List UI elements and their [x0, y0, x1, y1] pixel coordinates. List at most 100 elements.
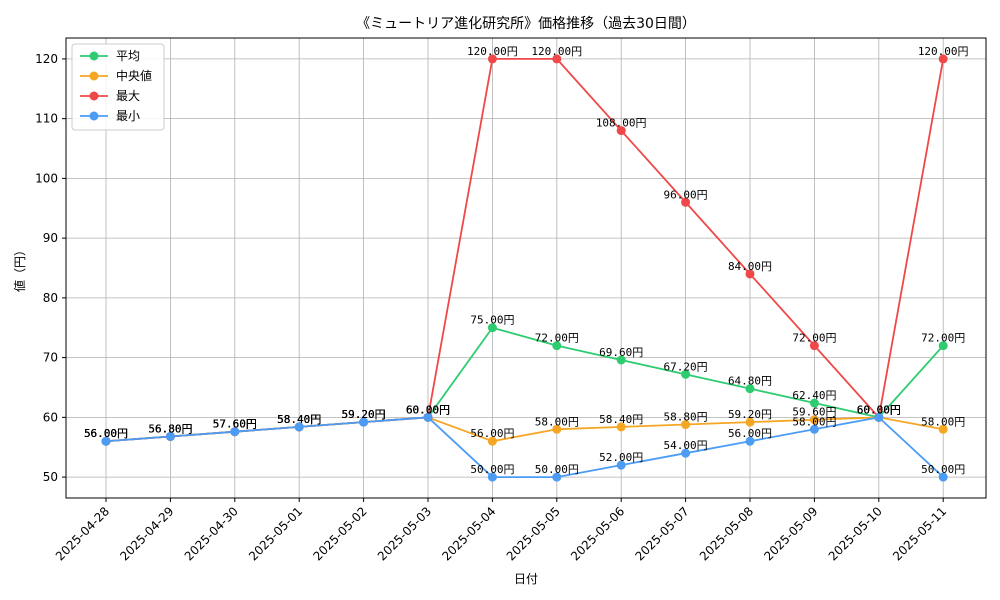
data-point	[681, 420, 691, 430]
data-label: 57.60円	[213, 418, 257, 431]
data-label: 59.20円	[342, 408, 386, 421]
legend-marker	[89, 91, 99, 101]
series-最大	[101, 54, 948, 446]
chart-title: 《ミュートリア進化研究所》価格推移（過去30日間）	[356, 16, 696, 32]
x-tick-label: 2025-05-09	[761, 504, 820, 563]
data-point	[487, 436, 497, 446]
data-label: 57.60円	[213, 418, 257, 431]
data-label: 57.60円	[213, 418, 257, 431]
data-point	[938, 472, 948, 482]
data-label: 59.20円	[342, 408, 386, 421]
data-point	[938, 341, 948, 351]
data-label: 75.00円	[470, 314, 514, 327]
y-tick-label: 110	[35, 112, 58, 126]
grid-lines	[66, 38, 986, 498]
data-label: 56.00円	[84, 427, 128, 440]
data-point	[294, 422, 304, 432]
y-axis-label: 値（円）	[12, 244, 27, 292]
legend-label: 最大	[116, 89, 140, 103]
data-point	[487, 323, 497, 333]
data-point	[745, 269, 755, 279]
data-point	[552, 472, 562, 482]
data-label: 56.80円	[148, 422, 192, 435]
legend-marker	[89, 71, 99, 81]
data-label: 56.00円	[470, 427, 514, 440]
data-label: 60.00円	[857, 403, 901, 416]
series-最小	[101, 412, 948, 482]
data-point	[681, 369, 691, 379]
data-point	[874, 412, 884, 422]
legend-label: 中央値	[116, 68, 152, 83]
data-label: 56.00円	[84, 427, 128, 440]
data-point	[230, 427, 240, 437]
plot-frame	[65, 37, 987, 499]
y-tick-label: 100	[35, 171, 58, 185]
y-tick-label: 70	[43, 351, 58, 365]
legend-marker	[89, 51, 99, 61]
series-line	[105, 416, 944, 478]
data-point	[552, 341, 562, 351]
data-label: 60.00円	[406, 403, 450, 416]
data-label: 84.00円	[728, 260, 772, 273]
data-label: 56.00円	[84, 427, 128, 440]
data-label: 56.80円	[148, 422, 192, 435]
legend-label: 平均	[116, 49, 140, 63]
data-point	[938, 54, 948, 64]
data-point	[681, 448, 691, 458]
data-label: 58.40円	[277, 413, 321, 426]
data-label: 60.00円	[857, 403, 901, 416]
data-label: 72.00円	[792, 332, 836, 345]
data-label: 50.00円	[921, 463, 965, 476]
data-label: 108.00円	[596, 117, 647, 130]
x-axis-label: 日付	[514, 572, 538, 586]
legend-item: 中央値	[80, 68, 152, 83]
data-point	[487, 472, 497, 482]
data-point	[423, 412, 433, 422]
data-label: 96.00円	[664, 188, 708, 201]
x-tick-label: 2025-05-07	[633, 504, 692, 563]
data-label: 58.40円	[599, 413, 643, 426]
data-label: 60.00円	[857, 403, 901, 416]
data-label: 59.60円	[792, 406, 836, 419]
data-point	[487, 54, 497, 64]
data-point	[809, 424, 819, 434]
x-tick-label: 2025-05-05	[504, 504, 563, 563]
legend-item: 平均	[80, 49, 140, 63]
x-tick-label: 2025-05-04	[439, 504, 498, 563]
data-label: 50.00円	[470, 463, 514, 476]
data-label: 59.20円	[342, 408, 386, 421]
data-point	[681, 197, 691, 207]
data-point	[745, 436, 755, 446]
data-label: 56.80円	[148, 422, 192, 435]
data-label: 120.00円	[467, 45, 518, 58]
x-tick-label: 2025-05-03	[375, 504, 434, 563]
x-tick-label: 2025-05-10	[826, 504, 885, 563]
legend-box	[71, 43, 165, 131]
data-label: 60.00円	[406, 403, 450, 416]
data-point	[552, 424, 562, 434]
data-label: 120.00円	[918, 45, 969, 58]
data-label: 62.40円	[792, 389, 836, 402]
data-label: 60.00円	[406, 403, 450, 416]
data-point	[616, 126, 626, 136]
data-label: 60.00円	[857, 403, 901, 416]
data-label: 64.80円	[728, 375, 772, 388]
data-point	[745, 417, 755, 427]
x-axis-ticks: 2025-04-28 2025-04-29 2025-04-30 2025-05-01…	[53, 498, 949, 563]
data-point	[165, 431, 175, 441]
data-label: 58.00円	[792, 415, 836, 428]
x-tick-label: 2025-05-02	[311, 504, 370, 563]
data-label: 57.60円	[213, 418, 257, 431]
y-tick-label: 90	[43, 231, 58, 245]
data-label: 58.40円	[277, 413, 321, 426]
data-label: 120.00円	[531, 45, 582, 58]
data-label: 58.00円	[535, 415, 579, 428]
x-tick-label: 2025-05-08	[697, 504, 756, 563]
data-point	[616, 355, 626, 365]
y-axis-ticks: 50 60 70 80 90 100 110 120	[35, 52, 66, 484]
legend-marker	[89, 111, 99, 121]
legend-item: 最大	[80, 89, 140, 103]
y-tick-label: 60	[43, 410, 58, 424]
data-label: 58.40円	[277, 413, 321, 426]
